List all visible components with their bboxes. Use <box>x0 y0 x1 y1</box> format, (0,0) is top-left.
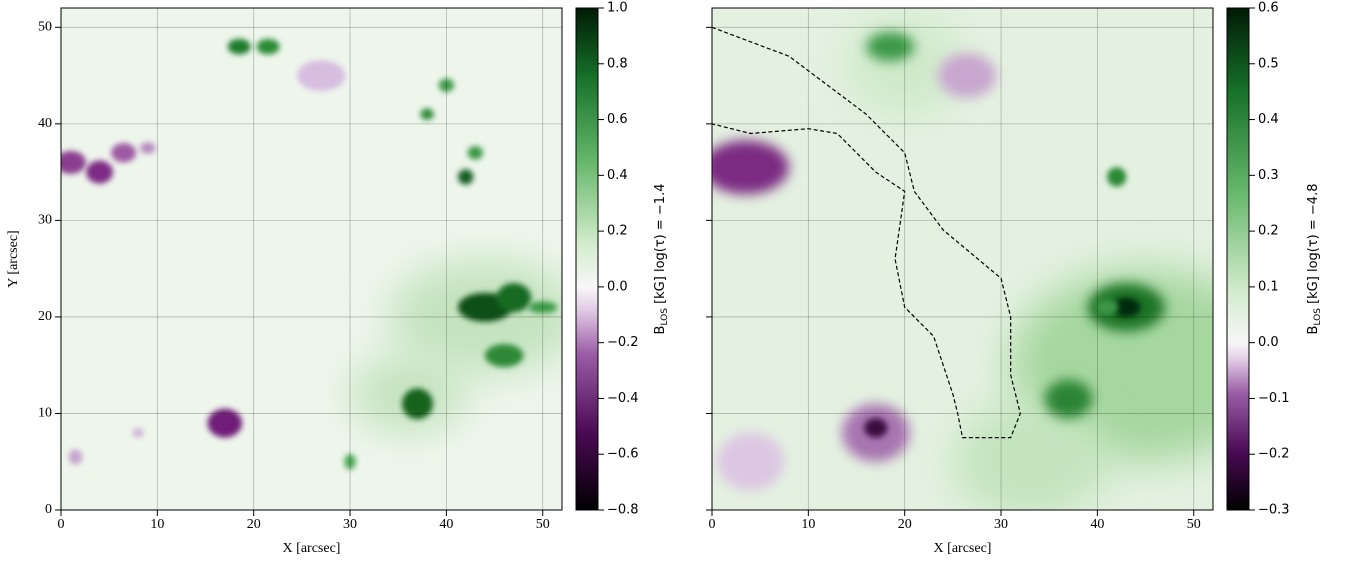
heatmap-image <box>61 8 562 510</box>
colorbar-label: BLOS [kG] log(τ) = −1.4 <box>653 184 670 335</box>
plot-frame <box>60 7 563 511</box>
field-structure <box>227 38 251 55</box>
y-tick-label: 50 <box>38 20 52 35</box>
x-tick-label: 30 <box>994 517 1008 532</box>
field-structure <box>496 283 532 313</box>
x-tick-label: 30 <box>343 517 357 532</box>
x-tick-label: 40 <box>439 517 453 532</box>
y-axis-label: Y [arcsec] <box>6 230 21 287</box>
x-tick-label: 10 <box>150 517 164 532</box>
heatmap-image <box>712 8 1213 510</box>
field-structure <box>140 142 156 154</box>
colorbar-tick-label: 0.2 <box>607 224 628 239</box>
field-structure <box>86 160 114 184</box>
field-structure <box>256 38 280 55</box>
field-structure <box>952 403 1107 510</box>
colorbar-label-symbol: B <box>1306 326 1321 335</box>
field-structure <box>938 53 997 98</box>
y-tick-label: 30 <box>38 213 52 228</box>
y-tick-label: 0 <box>45 502 52 517</box>
colorbar-tick-label: 0.4 <box>607 168 628 183</box>
colorbar-tick-label: −0.4 <box>607 391 639 406</box>
x-tick-label: 0 <box>58 517 65 532</box>
field-structure <box>111 143 137 163</box>
colorbar-tick-label: 0.3 <box>1258 168 1279 183</box>
colorbar-scale <box>575 7 599 511</box>
colorbar-tick-label: −0.8 <box>607 503 639 518</box>
heatmap-background <box>61 8 562 510</box>
field-structure <box>712 140 790 195</box>
field-structure <box>528 301 558 314</box>
colorbar-tick-label: 1.0 <box>607 1 628 16</box>
y-tick-label: 40 <box>38 116 52 131</box>
colorbar-label-text: [kG] log(τ) = −1.4 <box>653 184 668 309</box>
colorbar-tick-label: 0.6 <box>1258 1 1279 16</box>
field-structure <box>344 454 356 470</box>
x-axis-label: X [arcsec] <box>934 541 992 556</box>
field-structure <box>61 150 87 175</box>
field-structure <box>1044 379 1093 419</box>
x-tick-label: 50 <box>1187 517 1201 532</box>
colorbar-tick-label: 0.4 <box>1258 112 1279 127</box>
field-structure <box>402 388 433 420</box>
colorbar-tick-label: −0.6 <box>607 447 639 462</box>
colorbar-tick-label: 0.2 <box>1258 224 1279 239</box>
x-tick-label: 20 <box>898 517 912 532</box>
colorbar-tick-label: −0.2 <box>607 335 639 350</box>
field-structure <box>716 432 785 491</box>
colorbar: −0.3 −0.2 −0.1 0.0 0.1 0.2 0.3 0.4 0.5 0.6 <box>1226 1 1290 518</box>
field-structure <box>866 32 915 62</box>
field-structure <box>1111 297 1141 317</box>
field-structure <box>864 418 888 438</box>
field-structure <box>207 408 243 438</box>
y-tick-label: 10 <box>38 406 52 421</box>
colorbar-tick-label: 0.5 <box>1258 56 1279 71</box>
field-structure <box>297 60 346 91</box>
colorbar-tick-label: 0.1 <box>1258 279 1279 294</box>
y-tick-label: 20 <box>38 309 52 324</box>
field-structure <box>1107 167 1127 187</box>
colorbar: −0.8 −0.6 −0.4 −0.2 0.0 0.2 0.4 0.6 0.8 1.0 <box>575 1 639 518</box>
colorbar-label-text: [kG] log(τ) = −4.8 <box>1306 184 1321 309</box>
field-structure <box>68 449 83 465</box>
colorbar-scale <box>1226 7 1250 511</box>
field-structure <box>438 78 455 92</box>
colorbar-label-subscript: LOS <box>660 308 670 326</box>
colorbar-tick-label: −0.3 <box>1258 503 1290 518</box>
colorbar-tick-label: 0.0 <box>607 279 628 294</box>
colorbar-label: BLOS [kG] log(τ) = −4.8 <box>1306 184 1323 335</box>
field-structure <box>1095 299 1119 315</box>
field-structure <box>420 108 434 120</box>
colorbar-label-symbol: B <box>653 326 668 335</box>
colorbar-tick-label: 0.0 <box>1258 335 1279 350</box>
x-tick-label: 20 <box>247 517 261 532</box>
colorbar-tick-label: 0.6 <box>607 112 628 127</box>
field-structure <box>467 146 483 160</box>
colorbar-tick-label: −0.1 <box>1258 391 1290 406</box>
colorbar-tick-label: 0.8 <box>607 56 628 71</box>
x-axis-label: X [arcsec] <box>283 541 341 556</box>
x-tick-label: 50 <box>536 517 550 532</box>
field-structure <box>132 427 144 438</box>
plot-frame <box>711 7 1214 511</box>
field-structure <box>457 169 474 185</box>
x-tick-label: 10 <box>801 517 815 532</box>
field-structure <box>484 343 524 368</box>
colorbar-tick-label: −0.2 <box>1258 447 1290 462</box>
x-tick-label: 0 <box>709 517 716 532</box>
contour-line <box>712 26 1021 439</box>
x-tick-label: 40 <box>1090 517 1104 532</box>
colorbar-label-subscript: LOS <box>1313 308 1323 326</box>
